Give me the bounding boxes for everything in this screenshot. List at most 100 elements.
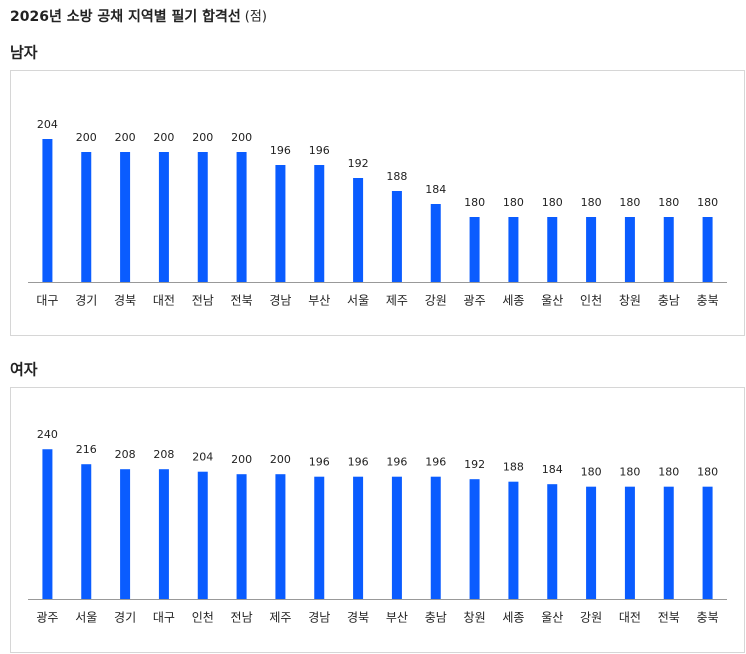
bar	[469, 479, 480, 599]
category-label: 충북	[697, 611, 719, 625]
category-label: 제주	[269, 611, 291, 625]
value-label: 180	[503, 196, 524, 209]
bar	[586, 486, 597, 599]
bar	[391, 191, 402, 282]
category-label: 전북	[658, 611, 680, 625]
bar	[314, 165, 325, 282]
value-label: 180	[542, 196, 563, 209]
bar	[624, 486, 635, 599]
value-label: 240	[37, 428, 58, 441]
bar	[663, 217, 674, 282]
value-label: 200	[231, 453, 252, 466]
value-label: 180	[581, 196, 602, 209]
value-label: 216	[76, 443, 97, 456]
bar	[158, 152, 169, 282]
value-label: 196	[386, 456, 407, 469]
category-label: 창원	[464, 611, 486, 625]
bar	[586, 217, 597, 282]
category-label: 서울	[75, 611, 97, 625]
value-label: 184	[425, 183, 446, 196]
category-label: 서울	[347, 294, 369, 308]
category-label: 광주	[36, 611, 58, 625]
chart-frame	[10, 70, 745, 336]
bar	[508, 481, 519, 599]
category-label: 세종	[502, 611, 524, 625]
value-label: 204	[192, 451, 213, 464]
bar	[275, 474, 286, 599]
value-label: 200	[153, 131, 174, 144]
category-label: 대구	[153, 611, 175, 625]
value-label: 200	[231, 131, 252, 144]
category-label: 충북	[697, 294, 719, 308]
bar	[547, 217, 558, 282]
category-label: 전남	[192, 294, 214, 308]
value-label: 196	[270, 144, 291, 157]
category-label: 부산	[308, 294, 330, 308]
bar	[236, 152, 247, 282]
category-label: 충남	[425, 611, 447, 625]
bar	[42, 449, 53, 599]
category-label: 세종	[502, 294, 524, 308]
bar	[197, 471, 208, 599]
category-label: 대전	[153, 294, 175, 308]
value-label: 200	[115, 131, 136, 144]
unit-label: (점)	[245, 10, 267, 25]
bar	[391, 476, 402, 599]
category-label: 경북	[114, 294, 136, 308]
bar	[702, 217, 713, 282]
bar	[624, 217, 635, 282]
value-label: 196	[348, 456, 369, 469]
value-label: 196	[309, 144, 330, 157]
bar	[314, 476, 325, 599]
value-label: 200	[270, 453, 291, 466]
category-label: 경기	[114, 611, 136, 625]
value-label: 180	[658, 466, 679, 479]
category-label: 경남	[269, 294, 291, 308]
value-label: 180	[464, 196, 485, 209]
category-label: 강원	[580, 611, 602, 625]
bar	[547, 484, 558, 599]
value-label: 200	[76, 131, 97, 144]
category-label: 경남	[308, 611, 330, 625]
bar	[353, 476, 364, 599]
category-label: 대구	[36, 294, 58, 308]
category-label: 울산	[541, 611, 563, 625]
value-label: 208	[115, 448, 136, 461]
value-label: 180	[581, 466, 602, 479]
bar	[197, 152, 208, 282]
category-label: 전남	[231, 611, 253, 625]
value-label: 192	[348, 157, 369, 170]
category-label: 제주	[386, 294, 408, 308]
value-label: 196	[309, 456, 330, 469]
bar	[81, 152, 92, 282]
category-label: 광주	[464, 294, 486, 308]
category-label: 인천	[580, 293, 602, 308]
chart-title: 여자	[10, 361, 38, 379]
value-label: 184	[542, 463, 563, 476]
bar	[702, 486, 713, 599]
bar	[81, 464, 92, 599]
value-label: 180	[619, 466, 640, 479]
category-label: 대전	[619, 611, 641, 625]
category-label: 전북	[231, 294, 253, 308]
category-label: 충남	[658, 294, 680, 308]
category-label: 경북	[347, 611, 369, 625]
category-label: 경기	[75, 294, 97, 308]
value-label: 180	[619, 196, 640, 209]
value-label: 204	[37, 118, 58, 131]
value-label: 188	[503, 461, 524, 474]
bar	[236, 474, 247, 599]
category-label: 인천	[192, 610, 214, 625]
bar	[120, 152, 131, 282]
chart-title: 남자	[10, 44, 38, 62]
category-label: 부산	[386, 611, 408, 625]
category-label: 강원	[425, 294, 447, 308]
value-label: 188	[386, 170, 407, 183]
chart-frame	[10, 387, 745, 653]
bar	[430, 476, 441, 599]
bar	[353, 178, 364, 282]
value-label: 208	[153, 448, 174, 461]
bar	[120, 469, 131, 599]
value-label: 200	[192, 131, 213, 144]
